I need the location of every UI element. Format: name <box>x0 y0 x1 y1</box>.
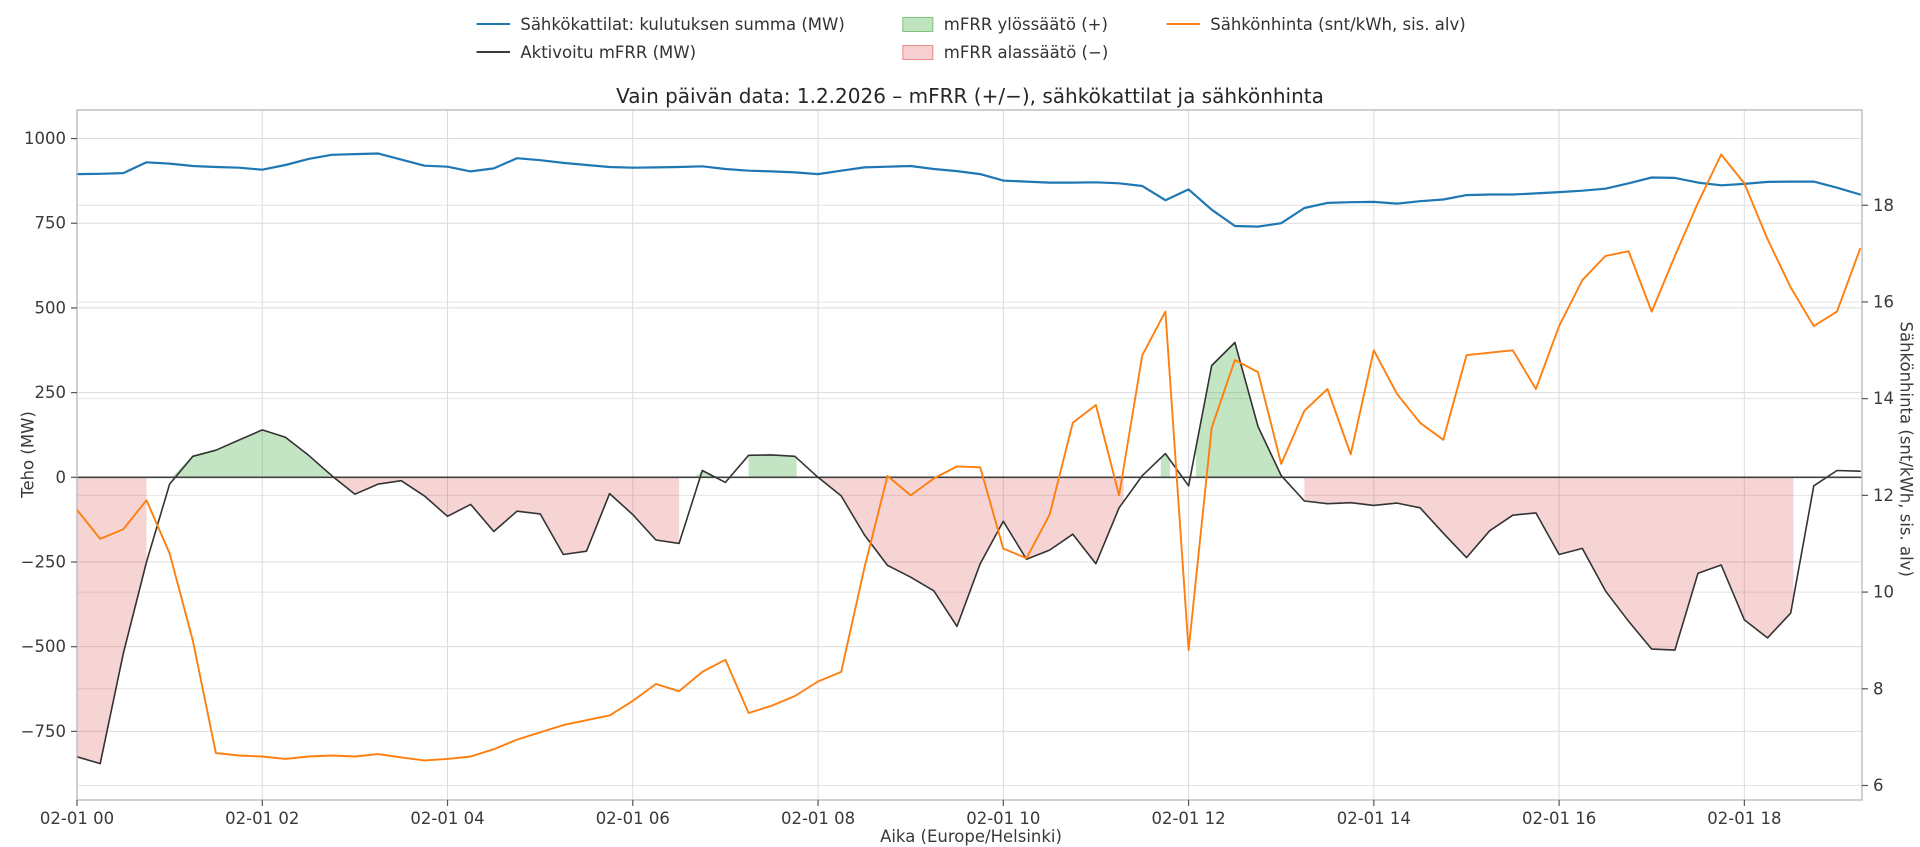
legend-patch-swatch <box>902 44 934 60</box>
x-tick-label: 02-01 06 <box>596 809 670 828</box>
x-axis-label: Aika (Europe/Helsinki) <box>880 827 1062 846</box>
y-left-tick-label: −750 <box>21 722 66 741</box>
y-left-tick-label: 750 <box>35 214 67 233</box>
legend-item-0: Sähkökattilat: kulutuksen summa (MW) <box>476 14 845 34</box>
legend-item-1: Aktivoitu mFRR (MW) <box>476 43 844 62</box>
legend-label: Sähkönhinta (snt/kWh, sis. alv) <box>1210 14 1466 34</box>
y-left-tick-label: −500 <box>21 637 66 656</box>
x-tick-label: 02-01 02 <box>225 809 299 828</box>
mfrr-up-fill <box>1195 342 1284 478</box>
x-tick-label: 02-01 12 <box>1151 809 1225 828</box>
legend-item-3: mFRR alassäätö (−) <box>902 42 1109 62</box>
y-right-tick-label: 14 <box>1873 389 1894 408</box>
mfrr-up-fill <box>748 454 797 478</box>
x-tick-label: 02-01 16 <box>1522 809 1596 828</box>
x-tick-label: 02-01 10 <box>966 809 1040 828</box>
x-tick-label: 02-01 08 <box>781 809 855 828</box>
legend-line-swatch <box>1166 23 1201 25</box>
y-left-tick-label: −250 <box>21 552 66 571</box>
legend-item-2: mFRR ylössäätö (+) <box>902 14 1108 34</box>
legend-patch-swatch <box>902 16 934 32</box>
mfrr-up-fill <box>171 429 329 478</box>
y-left-tick-label: 0 <box>56 468 67 487</box>
legend-item-4: Sähkönhinta (snt/kWh, sis. alv) <box>1166 14 1466 34</box>
mfrr-down-fill <box>818 477 1124 627</box>
legend-line-swatch <box>476 23 511 25</box>
y-right-tick-label: 16 <box>1873 292 1894 311</box>
legend-label: Sähkökattilat: kulutuksen summa (MW) <box>520 14 845 34</box>
y-left-tick-label: 500 <box>35 298 67 317</box>
y-right-tick-label: 10 <box>1873 583 1894 602</box>
y-right-tick-label: 18 <box>1873 196 1894 215</box>
mfrr-down-fill <box>77 477 147 764</box>
y-right-tick-label: 8 <box>1873 679 1884 698</box>
legend-line-swatch <box>476 51 511 53</box>
chart-legend: Sähkökattilat: kulutuksen summa (MW) Akti… <box>476 10 1466 66</box>
x-tick-label: 02-01 04 <box>410 809 484 828</box>
mfrr-down-fill <box>1304 477 1794 651</box>
chart-title: Vain päivän data: 1.2.2026 – mFRR (+/−),… <box>616 84 1324 108</box>
boilers-line <box>75 152 1862 228</box>
y-left-tick-label: 250 <box>35 383 67 402</box>
legend-label: mFRR ylössäätö (+) <box>943 14 1108 34</box>
price-line <box>76 153 1862 762</box>
y-left-tick-label: 1000 <box>24 129 66 148</box>
legend-label: Aktivoitu mFRR (MW) <box>520 42 697 62</box>
legend-label: mFRR alassäätö (−) <box>943 42 1109 62</box>
plot-border <box>76 109 1863 801</box>
mfrr-line <box>76 341 1861 765</box>
mfrr-down-fill <box>331 477 680 555</box>
y-right-tick-label: 12 <box>1873 486 1894 505</box>
y-right-tick-label: 6 <box>1873 776 1884 795</box>
mfrr-up-fill <box>1160 453 1171 478</box>
x-tick-label: 02-01 18 <box>1707 809 1781 828</box>
y-axis-left-label: Teho (MW) <box>18 411 38 498</box>
y-axis-right-label: Sähkönhinta (snt/kWh, sis. alv) <box>1896 321 1916 577</box>
x-tick-label: 02-01 14 <box>1337 809 1411 828</box>
x-tick-label: 02-01 00 <box>40 809 114 828</box>
